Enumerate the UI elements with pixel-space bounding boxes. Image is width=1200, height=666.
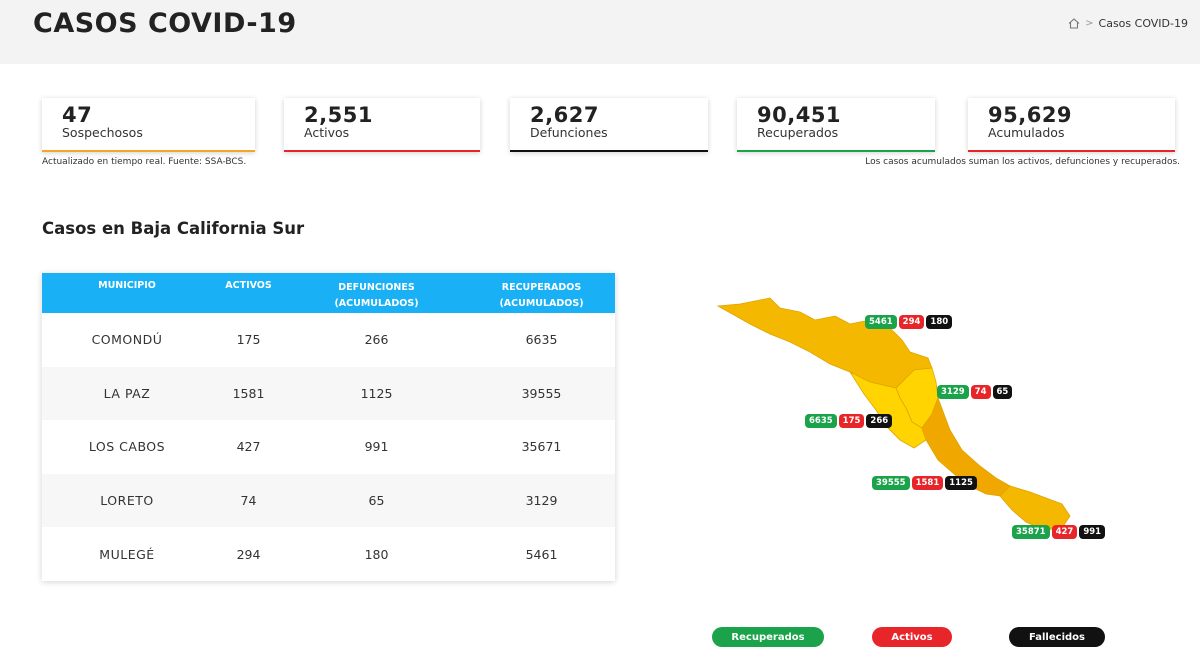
source-note: Actualizado en tiempo real. Fuente: SSA-…	[42, 157, 247, 167]
fallecidos-pill: 180	[926, 315, 953, 329]
activos-pill: 294	[898, 315, 925, 329]
cell-recuperados: 6635	[525, 332, 558, 348]
cell-activos: 1581	[232, 385, 265, 401]
table-row: MULEGÉ 294 180 5461	[42, 527, 615, 581]
stat-card-sospechosos: 47 Sospechosos	[42, 98, 255, 152]
top-bar	[0, 0, 1200, 64]
column-header-defunciones: DEFUNCIONES (ACUMULADOS)	[334, 281, 419, 309]
table-row: LORETO 74 65 3129	[42, 473, 615, 528]
recuperados-pill: 3129	[937, 385, 969, 399]
cell-defunciones: 991	[364, 439, 389, 455]
cell-activos: 175	[236, 332, 261, 348]
stat-value: 2,551	[304, 103, 373, 127]
baja-california-sur-map: 5461 294 180 3129 74 65 6635 175 266 395…	[700, 290, 1180, 560]
recuperados-pill: 6635	[805, 414, 837, 428]
cell-municipio: COMONDÚ	[91, 332, 163, 348]
stat-label: Defunciones	[530, 125, 608, 140]
table-row: COMONDÚ 175 266 6635	[42, 313, 615, 367]
activos-pill: 74	[970, 385, 991, 399]
stat-label: Recuperados	[757, 125, 839, 140]
section-title: Casos en Baja California Sur	[42, 219, 305, 238]
page-title: CASOS COVID-19	[33, 8, 297, 39]
fallecidos-pill: 991	[1079, 525, 1106, 539]
cell-activos: 427	[236, 439, 261, 455]
recuperados-pill: 39555	[872, 476, 910, 490]
home-icon[interactable]	[1068, 18, 1080, 29]
stat-label: Activos	[304, 125, 350, 140]
breadcrumb: > Casos COVID-19	[1068, 17, 1188, 30]
cell-recuperados: 35671	[521, 439, 562, 455]
cases-table: MUNICIPIO ACTIVOS DEFUNCIONES (ACUMULADOS…	[42, 273, 615, 581]
stat-card-defunciones: 2,627 Defunciones	[510, 98, 708, 152]
cell-defunciones: 180	[364, 546, 389, 562]
cell-defunciones: 1125	[360, 385, 393, 401]
cell-defunciones: 266	[364, 332, 389, 348]
breadcrumb-current: Casos COVID-19	[1098, 17, 1188, 30]
cell-recuperados: 5461	[525, 546, 558, 562]
activos-pill: 427	[1051, 525, 1078, 539]
cell-municipio: LOS CABOS	[88, 439, 166, 455]
stat-value: 47	[62, 103, 93, 127]
fallecidos-pill: 65	[992, 385, 1013, 399]
map-region-los-cabos	[999, 485, 1071, 531]
stat-value: 2,627	[530, 103, 599, 127]
table-row: LOS CABOS 427 991 35671	[42, 420, 615, 474]
stat-card-acumulados: 95,629 Acumulados	[968, 98, 1175, 152]
cell-municipio: LA PAZ	[103, 385, 151, 401]
cell-activos: 294	[236, 546, 261, 562]
map-label-mulege: 5461 294 180	[865, 315, 953, 329]
activos-pill: 1581	[911, 476, 944, 490]
cell-recuperados: 39555	[521, 385, 562, 401]
map-region-mulege	[716, 297, 933, 389]
map-label-los-cabos: 35871 427 991	[1012, 525, 1106, 539]
activos-pill: 175	[838, 414, 865, 428]
fallecidos-pill: 1125	[945, 476, 977, 490]
stat-card-activos: 2,551 Activos	[284, 98, 480, 152]
legend-activos: Activos	[872, 627, 952, 647]
stat-value: 90,451	[757, 103, 842, 127]
cell-municipio: LORETO	[100, 493, 154, 509]
table-header: MUNICIPIO ACTIVOS DEFUNCIONES (ACUMULADOS…	[42, 273, 615, 313]
table-row: LA PAZ 1581 1125 39555	[42, 366, 615, 421]
cell-recuperados: 3129	[525, 493, 558, 509]
map-svg	[716, 297, 1071, 531]
recuperados-pill: 5461	[865, 315, 897, 329]
breadcrumb-separator-icon: >	[1085, 18, 1094, 29]
stat-label: Sospechosos	[62, 125, 143, 140]
map-label-loreto: 3129 74 65	[937, 385, 1013, 399]
stat-value: 95,629	[988, 103, 1073, 127]
stat-label: Acumulados	[988, 125, 1065, 140]
legend-recuperados: Recuperados	[712, 627, 824, 647]
map-label-la-paz: 39555 1581 1125	[872, 476, 977, 490]
column-header-municipio: MUNICIPIO	[98, 280, 156, 291]
column-header-recuperados: RECUPERADOS (ACUMULADOS)	[499, 281, 584, 309]
column-header-activos: ACTIVOS	[225, 280, 272, 291]
fallecidos-pill: 266	[866, 414, 893, 428]
cell-municipio: MULEGÉ	[99, 546, 155, 562]
stat-card-recuperados: 90,451 Recuperados	[737, 98, 935, 152]
cumulative-note: Los casos acumulados suman los activos, …	[865, 157, 1180, 167]
legend-fallecidos: Fallecidos	[1009, 627, 1105, 647]
recuperados-pill: 35871	[1012, 525, 1050, 539]
cell-defunciones: 65	[368, 493, 385, 509]
map-label-comondu: 6635 175 266	[805, 414, 893, 428]
cell-activos: 74	[240, 493, 257, 509]
